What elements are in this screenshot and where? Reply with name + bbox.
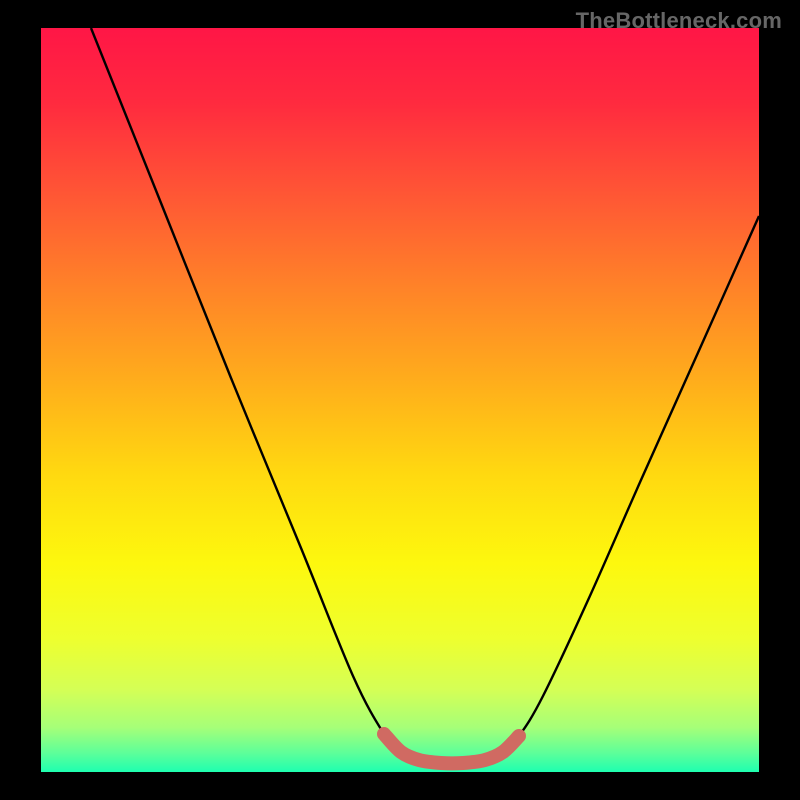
bottleneck-chart: TheBottleneck.com bbox=[0, 0, 800, 800]
plot-background bbox=[41, 28, 759, 772]
watermark-text: TheBottleneck.com bbox=[576, 8, 782, 34]
chart-svg bbox=[0, 0, 800, 800]
